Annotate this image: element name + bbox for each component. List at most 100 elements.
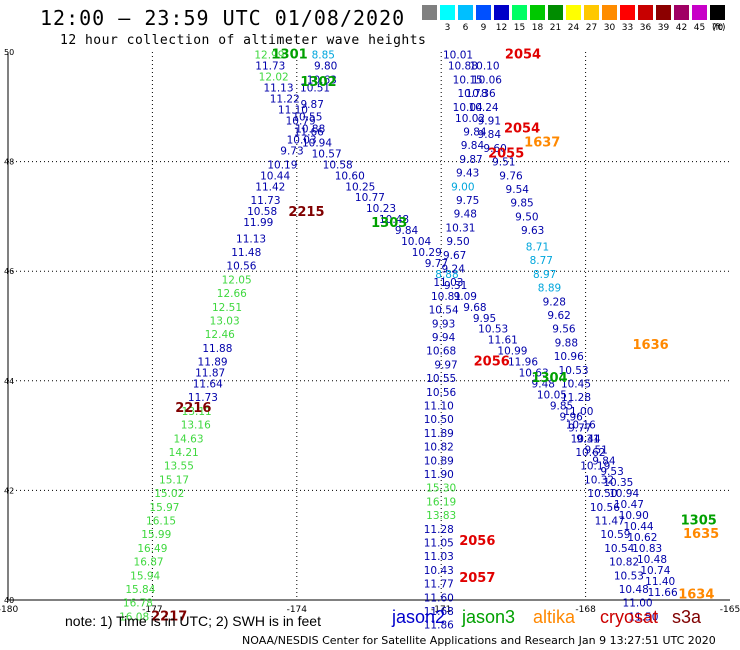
wave-height-label: 11.10 — [278, 105, 308, 117]
wave-height-label: 10.62 — [575, 447, 605, 459]
wave-height-label: 13.83 — [426, 510, 456, 522]
wave-height-label: 11.28 — [424, 524, 454, 536]
wave-height-label: 16.15 — [146, 516, 176, 528]
wave-height-label: 10.77 — [355, 192, 385, 204]
wave-height-label: 10.88 — [448, 61, 478, 73]
wave-height-label: 10.53 — [478, 324, 508, 336]
track-id-label: 2054 — [504, 122, 540, 137]
wave-height-label: 10.31 — [445, 222, 475, 234]
track-id-label: 2056 — [474, 355, 510, 370]
wave-height-label: 10.48 — [379, 214, 409, 226]
track-id-label: 2056 — [459, 534, 495, 549]
wave-height-label: 11.22 — [270, 94, 300, 106]
wave-height-label: 10.96 — [554, 351, 584, 363]
wave-height-label: 15.17 — [159, 474, 189, 486]
legend-label: 3 — [444, 23, 451, 33]
wave-height-label: 11.73 — [188, 392, 218, 404]
wave-height-label: 11.48 — [231, 247, 261, 259]
wave-height-label: 12.02 — [259, 72, 289, 84]
wave-height-label: 9.75 — [456, 195, 479, 207]
y-tick-label: 44 — [4, 377, 14, 386]
wave-height-label: 10.81 — [431, 291, 461, 303]
wave-height-label: 10.56 — [226, 261, 256, 273]
legend-swatch — [422, 5, 437, 20]
track-id-label: 1636 — [632, 338, 668, 353]
wave-height-label: 10.05 — [537, 390, 567, 402]
wave-height-label: 8.88 — [435, 269, 458, 281]
legend-label: 30 — [603, 23, 616, 33]
legend-cryosat: cryosat — [600, 607, 659, 627]
legend-swatch — [476, 5, 491, 20]
legend-label: 39 — [657, 23, 670, 33]
legend-label: 33 — [621, 23, 634, 33]
wave-height-label: 11.68 — [424, 606, 454, 618]
wave-height-label: 10.83 — [632, 543, 662, 555]
wave-height-label: 10.47 — [614, 499, 644, 511]
track-id-label: 1305 — [681, 514, 717, 529]
wave-height-label: 10.23 — [366, 203, 396, 215]
wave-height-label: 12.51 — [212, 302, 242, 314]
legend-label: 12 — [495, 23, 508, 33]
wave-height-label: 11.60 — [424, 592, 454, 604]
track-id-label: 2055 — [488, 146, 524, 161]
wave-height-label: 10.54 — [604, 543, 634, 555]
wave-height-label: 11.47 — [595, 516, 625, 528]
wave-height-label: 16.19 — [426, 496, 456, 508]
wave-height-label: 9.88 — [555, 337, 578, 349]
wave-height-label: 11.13 — [263, 83, 293, 95]
legend-unit: (ft) — [712, 23, 726, 33]
wave-height-label: 11.86 — [424, 620, 454, 632]
wave-height-label: 9.97 — [434, 359, 457, 371]
wave-height-label: 10.63 — [519, 368, 549, 380]
legend-swatch — [512, 5, 527, 20]
wave-height-label: 10.32 — [584, 474, 614, 486]
wave-height-label: 9.96 — [559, 411, 583, 423]
wave-height-label: 10.35 — [603, 477, 633, 489]
legend-swatch — [674, 5, 689, 20]
legend-label: 21 — [549, 23, 562, 33]
wave-height-label: 9.31 — [444, 280, 467, 292]
wave-height-label: 11.99 — [243, 217, 273, 229]
x-tick-label: -177 — [142, 605, 162, 615]
wave-height-label: 10.44 — [260, 170, 290, 182]
wave-height-label: 12.46 — [205, 329, 235, 341]
wave-height-label: 13.11 — [182, 406, 212, 418]
wave-height-label: 9.31 — [576, 433, 599, 445]
wave-height-label: 9.28 — [543, 296, 566, 308]
wave-height-label: 10.01 — [443, 50, 473, 62]
wave-height-label: 10.53 — [559, 365, 589, 377]
wave-height-label: 11.66 — [294, 126, 324, 138]
x-tick-label: -174 — [287, 605, 308, 615]
legend-s3a: s3a — [672, 607, 702, 627]
wave-height-label: 9.62 — [547, 310, 570, 322]
legend-label: 15 — [513, 23, 526, 33]
legend-label: 42 — [675, 23, 688, 33]
track-id-label: 1637 — [524, 135, 560, 150]
wave-height-label: 10.82 — [424, 442, 454, 454]
wave-height-label: 8.89 — [538, 283, 561, 295]
y-tick-label: 50 — [4, 48, 14, 57]
legend-swatch — [602, 5, 617, 20]
wave-height-label: 10.51 — [300, 83, 330, 95]
wave-height-label: 9.84 — [592, 455, 616, 467]
wave-height-label: 9.93 — [432, 318, 455, 330]
track-id-label: 1303 — [371, 216, 407, 231]
wave-height-label: 16.87 — [134, 557, 164, 569]
legend-label: 36 — [639, 23, 652, 33]
wave-height-label: 13.03 — [210, 316, 240, 328]
wave-height-label: 10.45 — [561, 379, 591, 391]
wave-height-label: 10.50 — [587, 488, 617, 500]
wave-height-label: 10.25 — [345, 181, 375, 193]
wave-height-label: 9.95 — [473, 313, 496, 325]
y-tick-label: 40 — [4, 596, 14, 605]
wave-height-label: 11.88 — [202, 343, 232, 355]
wave-height-label: 9.09 — [454, 291, 477, 303]
y-tick-label: 46 — [4, 267, 14, 276]
wave-height-label: 11.00 — [623, 598, 653, 610]
note-text: note: 1) Time is in UTC; 2) SWH is in fe… — [65, 613, 321, 629]
wave-height-label: 10.19 — [267, 159, 297, 171]
wave-height-label: 10.59 — [600, 529, 630, 541]
wave-height-label: 9.68 — [463, 302, 486, 314]
wave-height-label: 9.60 — [483, 143, 506, 155]
wave-height-label: 11.89 — [424, 428, 454, 440]
